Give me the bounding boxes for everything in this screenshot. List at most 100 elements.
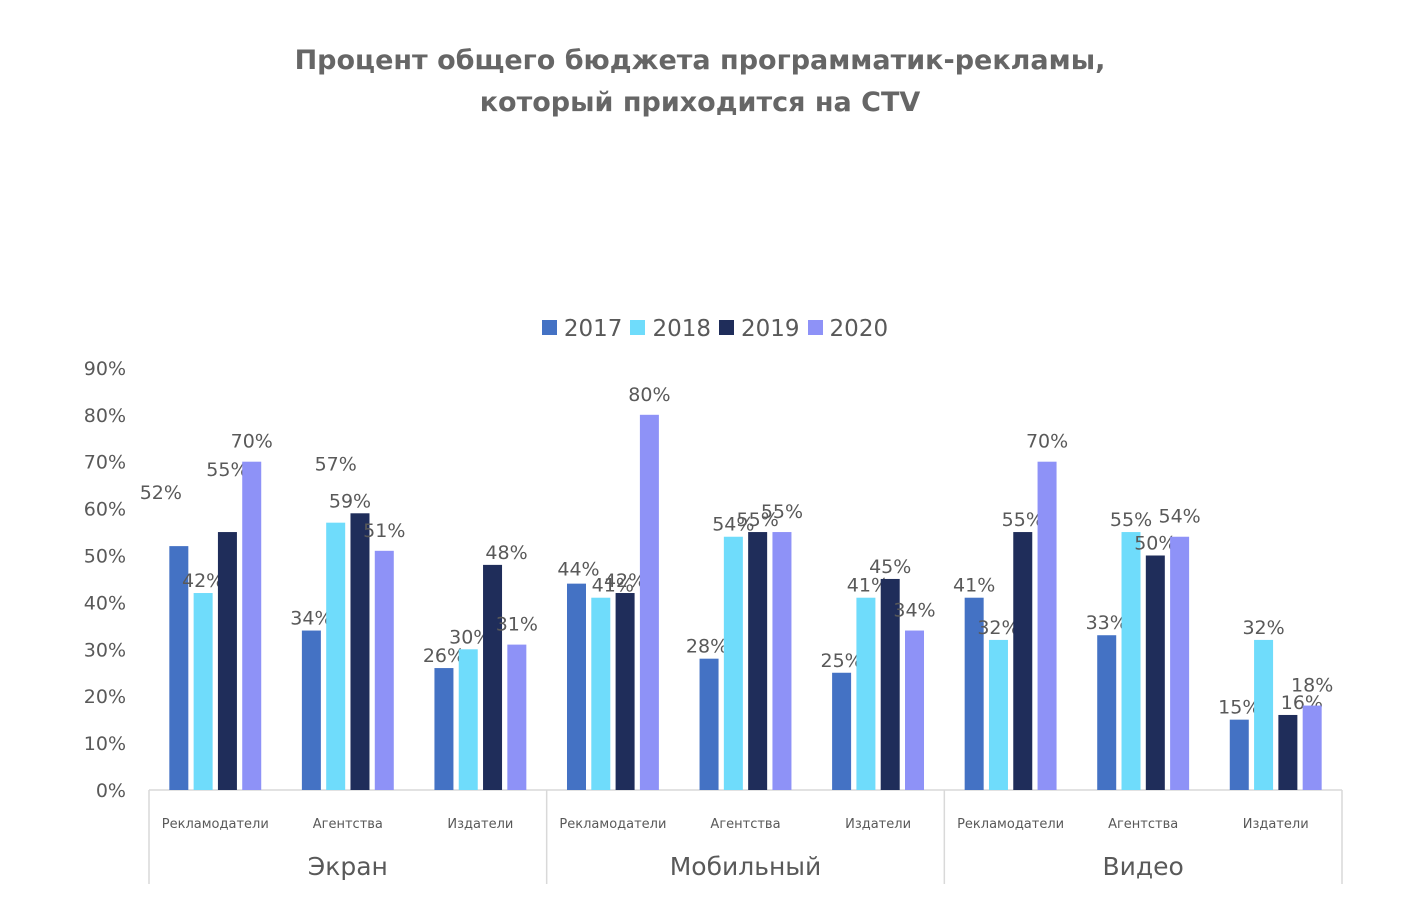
y-tick-label: 30% bbox=[84, 639, 126, 661]
bar-2020 bbox=[1302, 705, 1322, 790]
data-label: 41% bbox=[847, 575, 889, 597]
data-label: 30% bbox=[449, 626, 491, 648]
bar-2017 bbox=[964, 597, 984, 790]
data-label: 70% bbox=[1026, 431, 1068, 453]
bar-2019 bbox=[483, 564, 503, 790]
bar-2017 bbox=[1229, 719, 1249, 790]
data-label: 55% bbox=[1002, 509, 1044, 531]
bar-2019 bbox=[217, 532, 237, 790]
bar-2018 bbox=[193, 593, 213, 790]
legend-swatch bbox=[719, 320, 734, 335]
legend-item-2020: 2020 bbox=[807, 316, 889, 342]
y-tick-label: 50% bbox=[84, 546, 126, 568]
data-label: 55% bbox=[761, 501, 803, 523]
bar-2020 bbox=[1037, 461, 1057, 790]
bar-2019 bbox=[1013, 532, 1033, 790]
data-label: 34% bbox=[893, 600, 935, 622]
y-tick-label: 60% bbox=[84, 499, 126, 521]
bar-2020 bbox=[242, 461, 262, 790]
bar-2020 bbox=[507, 644, 527, 790]
legend-swatch bbox=[807, 320, 823, 335]
y-tick-label: 80% bbox=[84, 405, 126, 427]
data-label: 54% bbox=[712, 514, 754, 536]
bar-2018 bbox=[723, 536, 743, 790]
data-label: 80% bbox=[628, 384, 670, 406]
group-label: Экран bbox=[308, 852, 388, 881]
data-label: 41% bbox=[953, 575, 995, 597]
bar-2017 bbox=[434, 668, 454, 790]
y-tick-label: 40% bbox=[84, 592, 126, 614]
legend-label: 2019 bbox=[741, 316, 800, 342]
bar-2019 bbox=[350, 513, 370, 790]
y-tick-label: 20% bbox=[84, 686, 126, 708]
category-label: Агентства bbox=[313, 817, 383, 832]
data-label: 18% bbox=[1291, 675, 1333, 697]
bar-2017 bbox=[832, 672, 852, 790]
category-label: Рекламодатели bbox=[957, 817, 1064, 832]
category-label: Издатели bbox=[845, 817, 911, 832]
chart-title-line-1: Процент общего бюджета программатик-рекл… bbox=[294, 45, 1106, 76]
bar-2019 bbox=[880, 578, 900, 790]
bar-2018 bbox=[591, 597, 611, 790]
data-label: 33% bbox=[1086, 612, 1128, 634]
bar-2019 bbox=[748, 532, 768, 790]
data-label: 26% bbox=[423, 645, 465, 667]
chart-title-line-2: который приходится на CTV bbox=[479, 87, 921, 118]
category-label: Рекламодатели bbox=[559, 817, 666, 832]
bar-2020 bbox=[772, 532, 792, 790]
data-label: 54% bbox=[1158, 506, 1200, 528]
bar-2019 bbox=[1145, 555, 1165, 790]
data-label: 42% bbox=[604, 570, 646, 592]
data-label: 32% bbox=[1242, 617, 1284, 639]
bar-2018 bbox=[988, 639, 1008, 790]
data-label: 34% bbox=[290, 608, 332, 630]
category-label: Агентства bbox=[1108, 817, 1178, 832]
bar-2020 bbox=[639, 414, 659, 790]
bar-2017 bbox=[301, 630, 321, 790]
legend-swatch bbox=[541, 320, 557, 335]
bar-2018 bbox=[1254, 639, 1274, 790]
legend-label: 2020 bbox=[829, 316, 889, 342]
bar-2017 bbox=[169, 546, 189, 790]
data-label: 55% bbox=[206, 459, 248, 481]
bar-2017 bbox=[699, 658, 719, 790]
bar-2018 bbox=[458, 649, 478, 790]
bar-2017 bbox=[1097, 635, 1117, 790]
data-label: 32% bbox=[977, 617, 1019, 639]
legend-label: 2017 bbox=[563, 316, 623, 342]
y-tick-label: 10% bbox=[84, 733, 126, 755]
data-label: 55% bbox=[1110, 509, 1152, 531]
group-label: Мобильный bbox=[670, 852, 822, 881]
y-tick-label: 90% bbox=[84, 358, 126, 380]
data-label: 45% bbox=[869, 556, 911, 578]
legend-item-2017: 2017 bbox=[541, 316, 623, 342]
data-label: 70% bbox=[231, 431, 273, 453]
legend-item-2018: 2018 bbox=[630, 316, 711, 342]
data-label: 15% bbox=[1218, 697, 1260, 719]
y-tick-label: 70% bbox=[84, 452, 126, 474]
bar-2018 bbox=[326, 522, 346, 790]
category-label: Агентства bbox=[710, 817, 780, 832]
bar-2020 bbox=[1170, 536, 1190, 790]
data-label: 52% bbox=[140, 482, 182, 504]
data-label: 42% bbox=[182, 570, 224, 592]
data-label: 41% bbox=[592, 575, 634, 597]
legend-label: 2018 bbox=[652, 316, 711, 342]
bar-2020 bbox=[905, 630, 925, 790]
bar-2020 bbox=[374, 550, 394, 790]
data-label: 55% bbox=[737, 509, 779, 531]
bar-2018 bbox=[1121, 532, 1141, 790]
y-tick-label: 0% bbox=[96, 780, 126, 802]
category-label: Издатели bbox=[447, 817, 513, 832]
data-label: 25% bbox=[820, 650, 862, 672]
legend-swatch bbox=[630, 320, 646, 335]
data-label: 48% bbox=[485, 542, 527, 564]
bar-2019 bbox=[615, 593, 635, 790]
data-label: 31% bbox=[496, 614, 538, 636]
bar-2017 bbox=[566, 583, 586, 790]
data-label: 51% bbox=[363, 520, 405, 542]
chart-legend: 2017 2018 2019 2020 bbox=[0, 316, 1407, 342]
chart-title: Процент общего бюджета программатик-рекл… bbox=[0, 40, 1400, 124]
data-label: 57% bbox=[315, 454, 357, 476]
